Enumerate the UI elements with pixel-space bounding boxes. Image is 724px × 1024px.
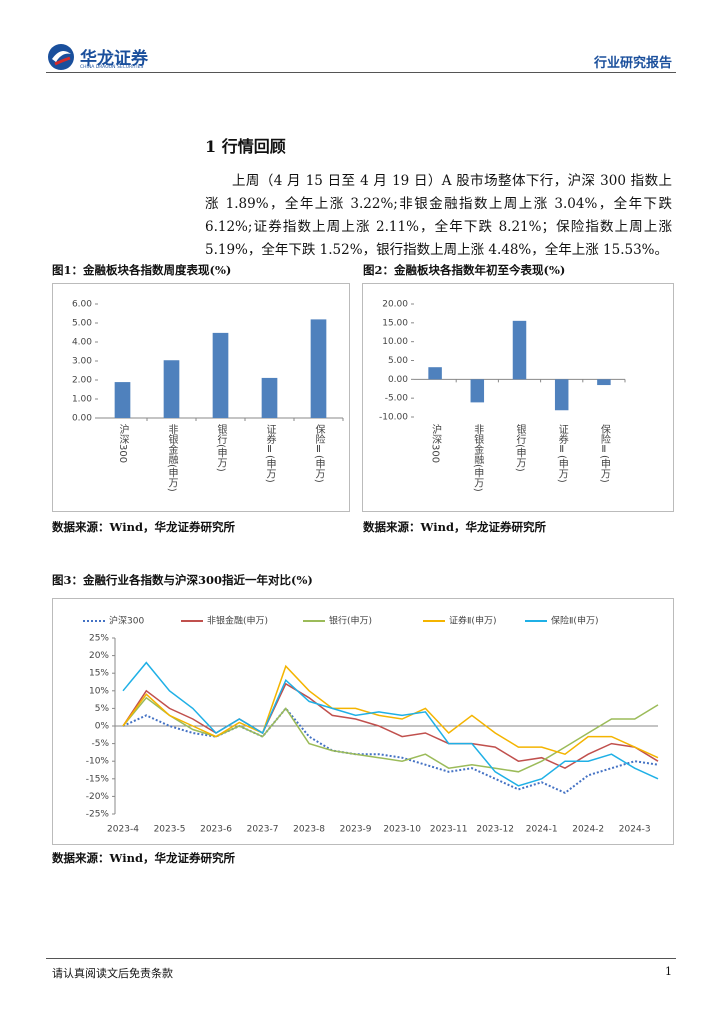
bar [212, 332, 229, 418]
x-tick-label: 证券Ⅱ(申万) [556, 424, 568, 483]
x-tick-label: 非银金融(申万) [166, 424, 178, 492]
bar [554, 379, 569, 411]
series-line [122, 706, 659, 795]
x-tick-label: 2023-7 [247, 825, 279, 835]
x-tick-label: 沪深300 [430, 423, 442, 463]
y-tick-label: 2.00 [72, 376, 92, 386]
chart: -25% -20% -15% -10% -5% 0% 5% 10% 15% 20% 25% 2023-… [52, 598, 674, 845]
y-tick-label: -25% [86, 810, 110, 820]
y-tick-label: 0.00 [72, 414, 92, 424]
y-tick-label: 20.00 [382, 300, 408, 310]
x-tick-label: 2023-8 [293, 825, 325, 835]
y-tick-label: 0.00 [388, 375, 408, 385]
x-tick-label: 沪深300 [117, 423, 129, 463]
logo-sub: CHINA DRAGON SECURITIES [80, 65, 144, 70]
source: 数据来源：Wind，华龙证券研究所 [363, 520, 546, 534]
footer-rule [46, 958, 676, 959]
legend-label: 非银金融(申万) [207, 615, 268, 627]
source: 数据来源：Wind，华龙证券研究所 [52, 520, 235, 534]
x-tick-label: 2023-5 [154, 825, 186, 835]
x-tick-label: 证券Ⅱ(申万) [264, 424, 276, 483]
y-tick-label: -10% [86, 757, 110, 767]
x-tick-label: 2024-3 [619, 825, 651, 835]
y-tick-label: 15% [89, 669, 109, 679]
y-tick-label: -10.00 [379, 413, 408, 423]
paragraph: 上周（4 月 15 日至 4 月 19 日）A 股市场整体下行，沪深 300 指… [205, 173, 672, 258]
y-tick-label: 25% [89, 634, 109, 644]
y-tick-label: -20% [86, 792, 110, 802]
logo-icon [48, 44, 74, 70]
y-tick-label: 10.00 [382, 337, 408, 347]
y-tick-label: 3.00 [72, 357, 92, 367]
y-tick-label: 4.00 [72, 338, 92, 348]
y-tick-label: 5.00 [72, 319, 92, 329]
section-title: 1 行情回顾 [205, 137, 286, 156]
x-tick-label: 银行(申万) [215, 423, 227, 472]
y-tick-label: 6.00 [72, 300, 92, 310]
y-tick-label: 15.00 [382, 318, 408, 328]
y-tick-label: -15% [86, 774, 110, 784]
figure-title: 图1：金融板块各指数周度表现(%) [52, 263, 232, 277]
legend-label: 沪深300 [109, 615, 144, 627]
x-tick-label: 2023-9 [340, 825, 372, 835]
header-rule [46, 72, 676, 73]
y-tick-label: 0% [95, 722, 110, 732]
y-tick-label: 20% [89, 651, 109, 661]
x-tick-label: 2023-6 [200, 825, 232, 835]
series-line [122, 661, 659, 787]
bar [512, 320, 527, 380]
x-tick-label: 2023-4 [107, 825, 139, 835]
bar [470, 379, 485, 403]
y-tick-label: 10% [89, 686, 109, 696]
page-number: 1 [665, 965, 672, 978]
y-tick-label: 5.00 [388, 356, 408, 366]
series-line [122, 664, 659, 759]
x-tick-label: 2023-11 [430, 825, 468, 835]
x-tick-label: 保险Ⅱ(申万) [313, 423, 325, 483]
y-tick-label: 1.00 [72, 395, 92, 405]
legend-label: 证券Ⅱ(申万) [449, 615, 496, 627]
report-type: 行业研究报告 [593, 56, 672, 71]
y-tick-label: -5.00 [385, 394, 409, 404]
y-tick-label: -5% [91, 739, 109, 749]
x-tick-label: 2023-12 [476, 825, 514, 835]
x-tick-label: 非银金融(申万) [472, 424, 484, 492]
x-tick-label: 保险Ⅱ(申万) [598, 423, 610, 483]
series-line [122, 682, 659, 770]
legend-label: 银行(申万) [329, 615, 372, 627]
source: 数据来源：Wind，华龙证券研究所 [52, 851, 235, 865]
x-tick-label: 银行(申万) [514, 423, 526, 472]
y-tick-label: 5% [95, 704, 110, 714]
disclaimer: 请认真阅读文后免责条款 [52, 967, 173, 980]
bar [310, 319, 327, 418]
bar [163, 360, 180, 418]
logo-text: 华龙证券 [80, 49, 148, 69]
bar [597, 379, 611, 386]
legend-label: 保险Ⅱ(申万) [551, 615, 598, 627]
x-tick-label: 2023-10 [383, 825, 421, 835]
chart: -10.00 -5.00 0.00 5.00 10.00 15.00 20.00 沪深300 非… [362, 283, 674, 512]
figure-title: 图2：金融板块各指数年初至今表现(%) [363, 263, 566, 277]
bar [428, 367, 442, 380]
chart: 0.00 1.00 2.00 3.00 4.00 5.00 6.00 沪深300 非银金融(申万… [52, 283, 350, 512]
bar [261, 377, 278, 418]
x-tick-label: 2024-1 [526, 825, 558, 835]
x-tick-label: 2024-2 [572, 825, 604, 835]
figure-title: 图3：金融行业各指数与沪深300指近一年对比(%) [52, 573, 313, 587]
bar [114, 382, 131, 418]
